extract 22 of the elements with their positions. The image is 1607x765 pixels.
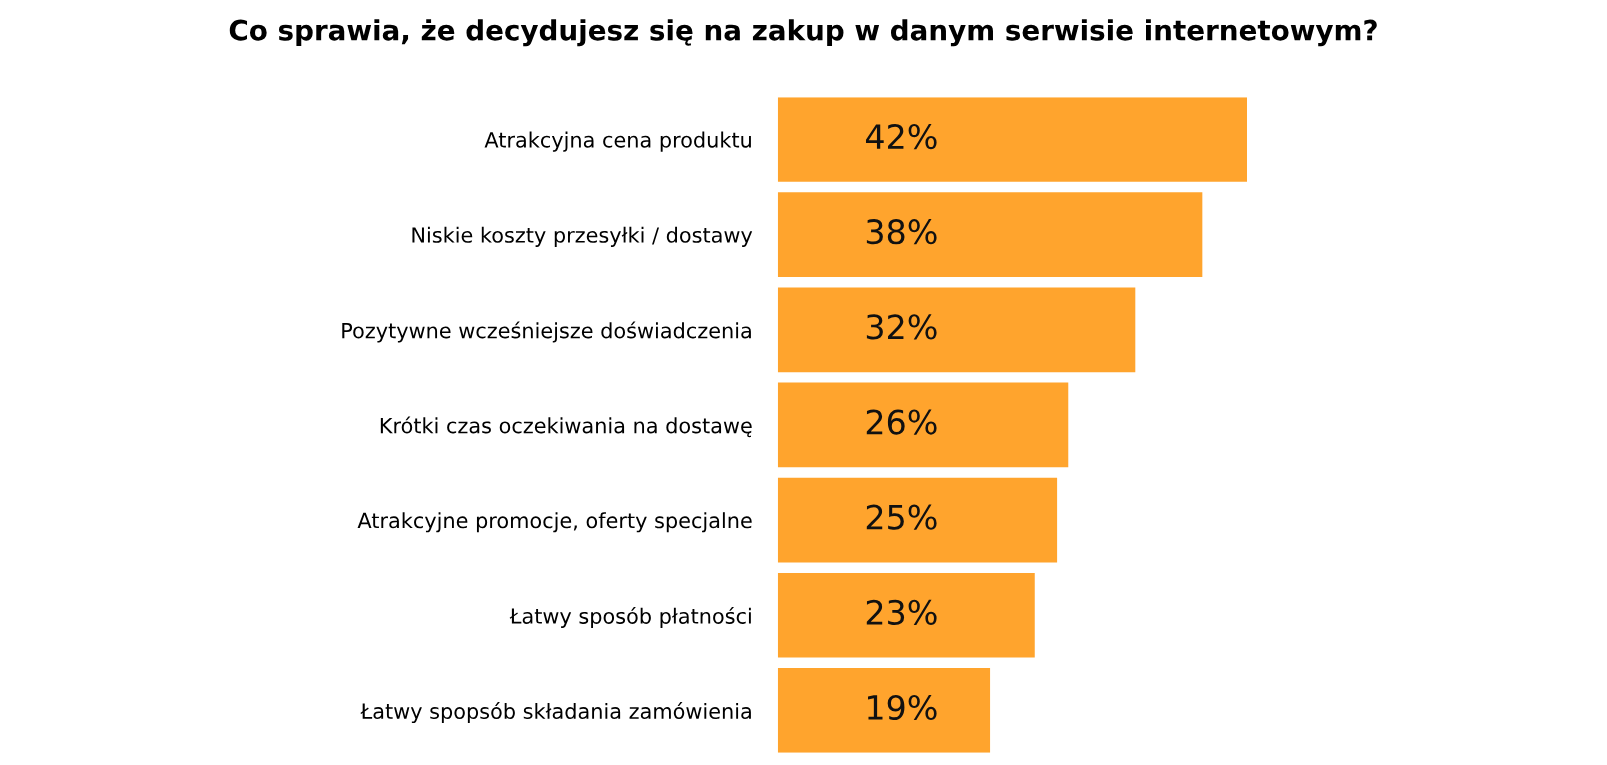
bar <box>777 192 1203 277</box>
chart-title: Co sprawia, że decydujesz się na zakup w danym serwisie internetowym? <box>229 19 1377 47</box>
data-label: 38% <box>866 219 937 245</box>
bar <box>777 477 1058 563</box>
y-tick-label: Krótki czas oczekiwania na dostawę <box>380 416 752 438</box>
bar <box>777 382 1069 468</box>
data-label: 19% <box>868 694 937 721</box>
y-tick-label: Pozytywne wcześniejsze doświadczenia <box>342 321 751 343</box>
y-tick-label: Atrakcyjne promocje, oferty specjalne <box>357 512 752 533</box>
data-label: 25% <box>866 504 937 530</box>
data-label: 32% <box>866 314 937 340</box>
data-label: 26% <box>866 409 937 435</box>
y-tick-label: Łatwy spopsób składania zamówienia <box>360 702 751 724</box>
bar <box>777 572 1035 658</box>
y-tick-label: Atrakcyjna cena produktu <box>484 131 751 152</box>
y-tick-label: Łatwy sposób płatności <box>509 606 751 628</box>
data-label: 23% <box>866 599 937 625</box>
y-tick-label: Niskie koszty przesyłki / dostawy <box>412 226 753 247</box>
data-label: 42% <box>865 123 937 150</box>
bar <box>777 668 991 753</box>
bar <box>777 97 1248 182</box>
bar <box>777 287 1136 373</box>
